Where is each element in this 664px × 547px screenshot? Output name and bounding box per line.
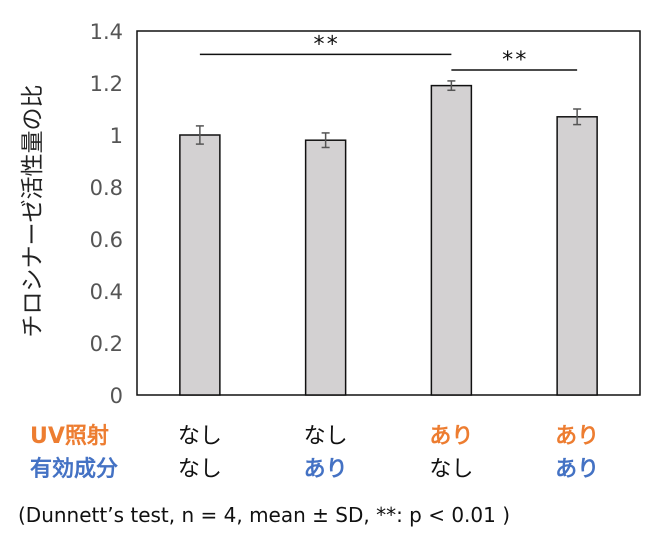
bar xyxy=(179,134,221,396)
condition-value: なし xyxy=(178,457,222,482)
condition-header: UV照射 xyxy=(30,423,109,449)
condition-value: あり xyxy=(555,424,599,449)
y-tick-label: 0.4 xyxy=(90,280,123,304)
condition-value: あり xyxy=(429,424,473,449)
bars-group xyxy=(179,80,598,396)
statistics-note: (Dunnett’s test, n = 4, mean ± SD, **: p… xyxy=(18,503,511,527)
y-tick-label: 0.6 xyxy=(90,228,123,252)
y-axis-label: チロシナーゼ活性量の比 xyxy=(20,85,46,338)
significance-group: ** ** xyxy=(199,32,578,73)
bar xyxy=(304,139,347,396)
y-tick-label: 1 xyxy=(110,124,123,148)
plot-frame xyxy=(136,30,641,396)
bar xyxy=(556,116,598,396)
condition-value: なし xyxy=(178,424,222,449)
y-tick-label: 1.4 xyxy=(90,20,123,44)
condition-value: なし xyxy=(304,424,348,449)
condition-value: あり xyxy=(555,457,599,482)
significance-label: ** xyxy=(501,48,528,73)
bar xyxy=(430,84,473,396)
condition-value: なし xyxy=(429,457,473,482)
y-tick-label: 0.2 xyxy=(90,332,123,356)
y-tick-label: 0 xyxy=(110,384,123,408)
bar-chart: 00.20.40.60.811.21.4 **** UV照射 なし なし あり あり有効… xyxy=(20,20,641,482)
axes-group: 0 0.2 0.4 0.6 0.8 1 1.2 1.4 xyxy=(90,20,641,408)
y-tick-label: 1.2 xyxy=(90,72,123,96)
significance-label: ** xyxy=(312,32,339,57)
condition-header: 有効成分 xyxy=(30,456,118,482)
y-tick-label: 0.8 xyxy=(90,176,123,200)
condition-value: あり xyxy=(304,457,348,482)
